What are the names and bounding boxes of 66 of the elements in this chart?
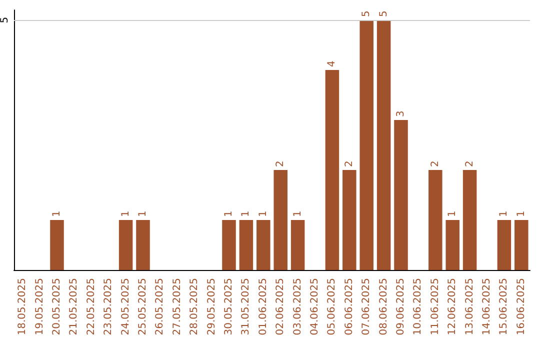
x-tick-label: 31.05.2025 — [240, 278, 252, 336]
bar — [136, 220, 150, 270]
bar — [446, 220, 460, 270]
x-tick-label: 12.06.2025 — [447, 278, 458, 336]
data-label: 5 — [361, 10, 372, 17]
x-tick-label: 18.05.2025 — [17, 278, 28, 336]
bar — [50, 220, 64, 270]
data-label: 1 — [292, 210, 304, 217]
bar — [290, 220, 305, 270]
data-label: 1 — [258, 210, 269, 217]
x-tick-label: 22.05.2025 — [86, 278, 97, 336]
bar — [376, 20, 391, 270]
x-tick-label: 07.06.2025 — [361, 278, 372, 336]
x-tick-label: 16.06.2025 — [516, 278, 527, 336]
x-tick-label: 23.05.2025 — [103, 278, 114, 336]
bar — [360, 20, 374, 270]
x-tick-label: 27.05.2025 — [172, 278, 183, 336]
bar — [514, 220, 528, 270]
data-label: 1 — [52, 210, 62, 217]
x-tick-label: 01.06.2025 — [258, 278, 269, 336]
bar — [239, 220, 254, 270]
x-tick-label: 06.06.2025 — [344, 278, 355, 336]
x-tick-label: 08.06.2025 — [378, 278, 390, 336]
bar — [394, 120, 408, 270]
data-label: 3 — [396, 110, 406, 117]
data-label: 1 — [240, 210, 252, 217]
bar — [118, 220, 133, 270]
data-label: 2 — [430, 160, 441, 167]
x-tick-label: 03.06.2025 — [292, 278, 304, 336]
x-tick-label: 29.05.2025 — [206, 278, 218, 336]
data-label: 1 — [516, 210, 527, 217]
bar — [497, 220, 512, 270]
data-label: 5 — [378, 10, 390, 17]
data-label: 1 — [447, 210, 458, 217]
data-label: 2 — [464, 160, 476, 167]
x-tick-label: 11.06.2025 — [430, 278, 441, 336]
bar — [274, 170, 288, 270]
x-tick-label: 25.05.2025 — [138, 278, 148, 336]
x-tick-label: 05.06.2025 — [326, 278, 338, 336]
x-tick-label: 20.05.2025 — [52, 278, 62, 336]
data-label: 2 — [275, 160, 286, 167]
bar — [428, 170, 442, 270]
x-tick-label: 21.05.2025 — [68, 278, 80, 336]
bar — [222, 220, 236, 270]
x-tick-label: 10.06.2025 — [412, 278, 424, 336]
data-label: 1 — [498, 210, 510, 217]
x-tick-label: 19.05.2025 — [34, 278, 46, 336]
x-tick-label: 09.06.2025 — [396, 278, 406, 336]
data-label: 4 — [326, 60, 338, 67]
data-label: 1 — [138, 210, 148, 217]
data-label: 1 — [120, 210, 132, 217]
x-tick-label: 14.06.2025 — [482, 278, 492, 336]
bar — [342, 170, 356, 270]
bar — [325, 70, 340, 270]
data-label: 2 — [344, 160, 355, 167]
data-label: 1 — [224, 210, 234, 217]
bar — [256, 220, 270, 270]
x-tick-label: 13.06.2025 — [464, 278, 476, 336]
x-tick-label: 28.05.2025 — [189, 278, 200, 336]
bar — [462, 170, 477, 270]
x-tick-label: 30.05.2025 — [224, 278, 234, 336]
x-tick-label: 26.05.2025 — [154, 278, 166, 336]
x-tick-label: 15.06.2025 — [498, 278, 510, 336]
x-tick-label: 24.05.2025 — [120, 278, 132, 336]
x-tick-label: 02.06.2025 — [275, 278, 286, 336]
x-tick-label: 04.06.2025 — [310, 278, 320, 336]
